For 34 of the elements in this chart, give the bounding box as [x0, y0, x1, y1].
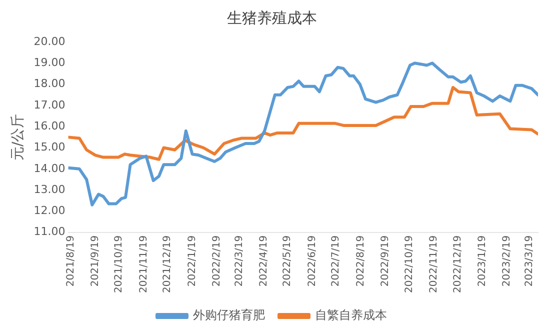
chart-title: 生猪养殖成本	[227, 8, 317, 27]
x-tick-label: 2021/12/19	[162, 235, 174, 294]
x-tick-label: 2022/9/19	[380, 235, 391, 287]
x-tick-label: 2022/8/19	[355, 235, 366, 287]
y-tick-label: 12.00	[34, 204, 66, 218]
x-tick-label: 2022/10/19	[404, 235, 415, 294]
x-tick-label: 2022/3/19	[234, 235, 245, 287]
x-tick-label: 2022/4/19	[258, 235, 270, 287]
legend-label: 自繁自养成本	[315, 308, 387, 322]
y-tick-label: 16.00	[34, 119, 66, 132]
y-tick-label: 17.00	[34, 98, 66, 112]
y-tick-label: 11.00	[34, 225, 66, 238]
x-tick-label: 2021/9/19	[90, 235, 101, 287]
x-tick-label: 2021/11/19	[138, 235, 150, 294]
x-tick-label: 2021/10/19	[114, 235, 125, 294]
legend-label: 外购仔猪育肥	[193, 308, 265, 322]
y-axis-title: 元/公斤	[10, 114, 26, 161]
x-tick-label: 2022/7/19	[330, 235, 342, 287]
x-tick-label: 2022/2/19	[212, 235, 223, 287]
y-tick-label: 20.00	[34, 34, 66, 48]
y-tick-label: 13.00	[34, 182, 66, 196]
x-tick-label: 2022/1/19	[186, 235, 198, 287]
y-tick-label: 18.00	[34, 77, 66, 90]
x-tick-label: 2023/1/19	[476, 235, 488, 287]
x-tick-label: 2022/12/19	[452, 235, 464, 294]
y-tick-label: 15.00	[34, 140, 66, 154]
x-tick-label: 2022/5/19	[282, 235, 294, 287]
y-tick-label: 19.00	[34, 56, 66, 70]
x-tick-label: 2022/6/19	[306, 235, 318, 287]
y-tick-label: 14.00	[34, 162, 66, 175]
x-tick-label: 2023/2/19	[502, 235, 513, 287]
x-tick-label: 2022/11/19	[428, 235, 440, 294]
x-tick-label: 2023/3/19	[524, 235, 535, 287]
x-tick-label: 2021/8/19	[65, 235, 76, 287]
